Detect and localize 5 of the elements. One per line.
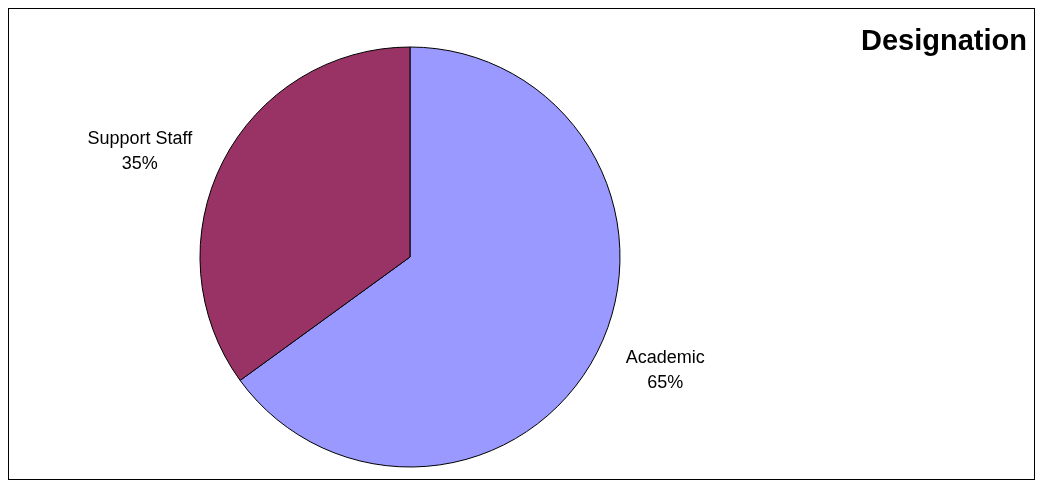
text: Designation	[861, 24, 1027, 56]
slice-label: Support Staff	[87, 127, 194, 148]
data-label: 65%	[647, 372, 684, 393]
slice-label: Academic	[625, 347, 705, 368]
data-label: 35%	[121, 152, 158, 173]
